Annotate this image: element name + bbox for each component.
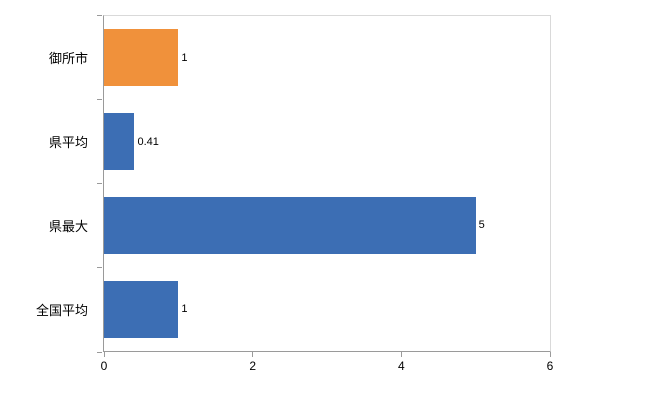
bar bbox=[104, 29, 179, 87]
category-label: 御所市 bbox=[48, 50, 88, 66]
x-axis-tick-label: 6 bbox=[546, 359, 554, 373]
bar-row: 1 bbox=[104, 16, 550, 100]
y-axis-tick bbox=[97, 14, 102, 16]
x-axis-tick-label: 2 bbox=[249, 359, 256, 373]
y-axis-tick bbox=[97, 351, 102, 353]
y-axis-ticks bbox=[97, 14, 102, 353]
plot-area: 1 0.41 5 1 0 2 4 6 bbox=[101, 15, 553, 373]
bar bbox=[104, 280, 179, 338]
x-axis-tick bbox=[400, 352, 402, 357]
bar-row: 1 bbox=[104, 267, 550, 351]
bar-value-label: 1 bbox=[181, 51, 188, 64]
x-axis-tick-label: 4 bbox=[397, 359, 405, 373]
category-label: 県最大 bbox=[48, 219, 88, 235]
bar-value-label: 0.41 bbox=[137, 135, 159, 148]
bar bbox=[104, 113, 135, 171]
bar-value-label: 1 bbox=[181, 303, 188, 316]
category-label: 県平均 bbox=[48, 134, 88, 150]
y-axis-tick bbox=[97, 183, 102, 184]
bar-row: 0.41 bbox=[104, 100, 550, 184]
bar-row: 5 bbox=[104, 184, 550, 268]
x-axis-tick bbox=[252, 352, 254, 357]
bar-value-label: 5 bbox=[478, 219, 485, 232]
bar bbox=[104, 196, 476, 254]
y-axis-tick bbox=[97, 98, 102, 100]
x-axis-tick bbox=[103, 352, 105, 357]
category-label: 全国平均 bbox=[35, 303, 88, 319]
y-axis-tick bbox=[97, 267, 102, 269]
category-axis-labels: 御所市県平均県最大全国平均 bbox=[0, 15, 96, 352]
x-axis-tick bbox=[549, 352, 551, 357]
x-axis-tick-label: 0 bbox=[100, 359, 108, 373]
